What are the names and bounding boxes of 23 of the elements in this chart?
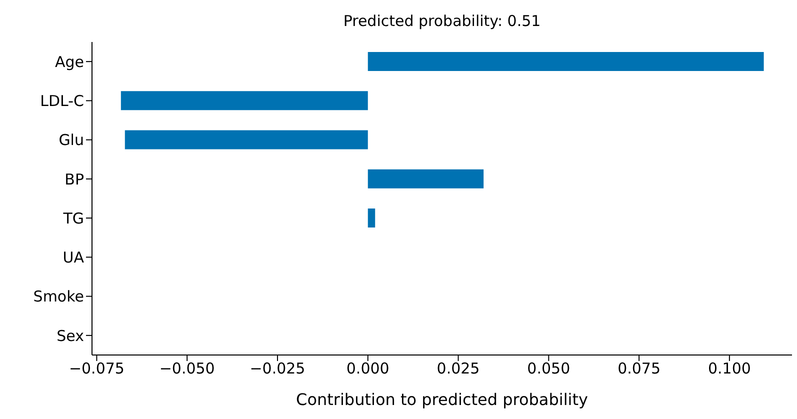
bar xyxy=(368,169,484,188)
x-tick-label: −0.050 xyxy=(159,360,215,378)
y-tick-label: UA xyxy=(62,248,85,267)
y-tick-label: BP xyxy=(64,170,84,188)
x-tick-label: 0.000 xyxy=(346,360,390,378)
x-tick-label: 0.100 xyxy=(708,360,751,378)
y-tick-label: Age xyxy=(54,52,84,71)
x-tick-label: 0.050 xyxy=(527,360,570,378)
x-tick-label: −0.025 xyxy=(250,360,306,378)
chart-title: Predicted probability: 0.51 xyxy=(342,12,542,30)
x-axis-title: Contribution to predicted probability xyxy=(296,390,588,409)
x-tick-label: 0.075 xyxy=(618,360,661,378)
y-tick-label: LDL-C xyxy=(40,92,84,110)
bar xyxy=(124,130,368,150)
y-tick-label: Smoke xyxy=(33,288,84,306)
x-tick-label: 0.025 xyxy=(436,360,480,378)
bar xyxy=(368,52,764,71)
bar xyxy=(368,208,376,228)
y-tick-label: TG xyxy=(62,209,84,228)
y-tick-label: Glu xyxy=(58,131,84,150)
y-tick-label: Sex xyxy=(56,326,84,345)
x-tick-label: −0.075 xyxy=(68,360,124,378)
bar xyxy=(120,91,368,110)
